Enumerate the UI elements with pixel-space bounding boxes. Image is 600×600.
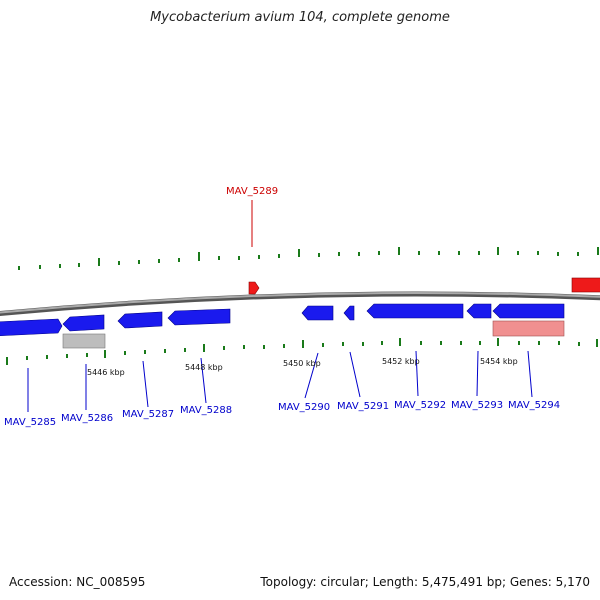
gene-arrow-mav-5288[interactable]: [167, 308, 231, 326]
gene-label-mav-5290[interactable]: MAV_5290: [278, 402, 330, 413]
genome-backbone-highlight: [0, 291, 600, 314]
genome-backbone: [0, 291, 600, 317]
gene-arrow-mav-5292[interactable]: [366, 303, 464, 319]
gene-label-mav-5294[interactable]: MAV_5294: [508, 400, 560, 411]
gene-arrow-mav-5291[interactable]: [343, 305, 355, 321]
gene-arrow-mav-5286[interactable]: [62, 314, 105, 332]
gene-arrow-mav-5289[interactable]: [248, 281, 260, 295]
gene-arrow-mav-5287[interactable]: [117, 311, 163, 329]
gene-arrows: [0, 277, 600, 349]
kbp-label: 5450 kbp: [283, 359, 321, 368]
topology-text: Topology: circular; Length: 5,475,491 bp…: [260, 575, 590, 589]
accession-text: Accession: NC_008595: [9, 575, 146, 589]
gene-arrow-mav-5290[interactable]: [301, 305, 334, 321]
gene-arrow-mav-5294[interactable]: [492, 303, 565, 319]
feature-block-pink[interactable]: [492, 320, 565, 337]
gene-label-mav-5285[interactable]: MAV_5285: [4, 417, 56, 428]
gene-arrow-mav-5285[interactable]: [0, 318, 63, 337]
kbp-label: 5452 kbp: [382, 357, 420, 366]
gene-label-mav-5287[interactable]: MAV_5287: [122, 409, 174, 420]
gene-label-mav-5291[interactable]: MAV_5291: [337, 401, 389, 412]
tick-row-top: [18, 247, 599, 270]
kbp-label: 5448 kbp: [185, 363, 223, 372]
genome-title: Mycobacterium avium 104, complete genome: [150, 10, 450, 25]
kbp-label: 5446 kbp: [87, 368, 125, 377]
gene-label-mav-5289[interactable]: MAV_5289: [226, 186, 278, 197]
gene-label-mav-5293[interactable]: MAV_5293: [451, 400, 503, 411]
leader-lines: [27, 200, 533, 412]
gene-block-red-right[interactable]: [571, 277, 600, 293]
gene-label-mav-5292[interactable]: MAV_5292: [394, 400, 446, 411]
kbp-label: 5454 kbp: [480, 357, 518, 366]
gene-arrow-mav-5293[interactable]: [466, 303, 492, 319]
tick-row-bottom: [6, 338, 598, 365]
gene-label-mav-5288[interactable]: MAV_5288: [180, 405, 232, 416]
feature-block-gray[interactable]: [62, 333, 106, 349]
gene-label-mav-5286[interactable]: MAV_5286: [61, 413, 113, 424]
